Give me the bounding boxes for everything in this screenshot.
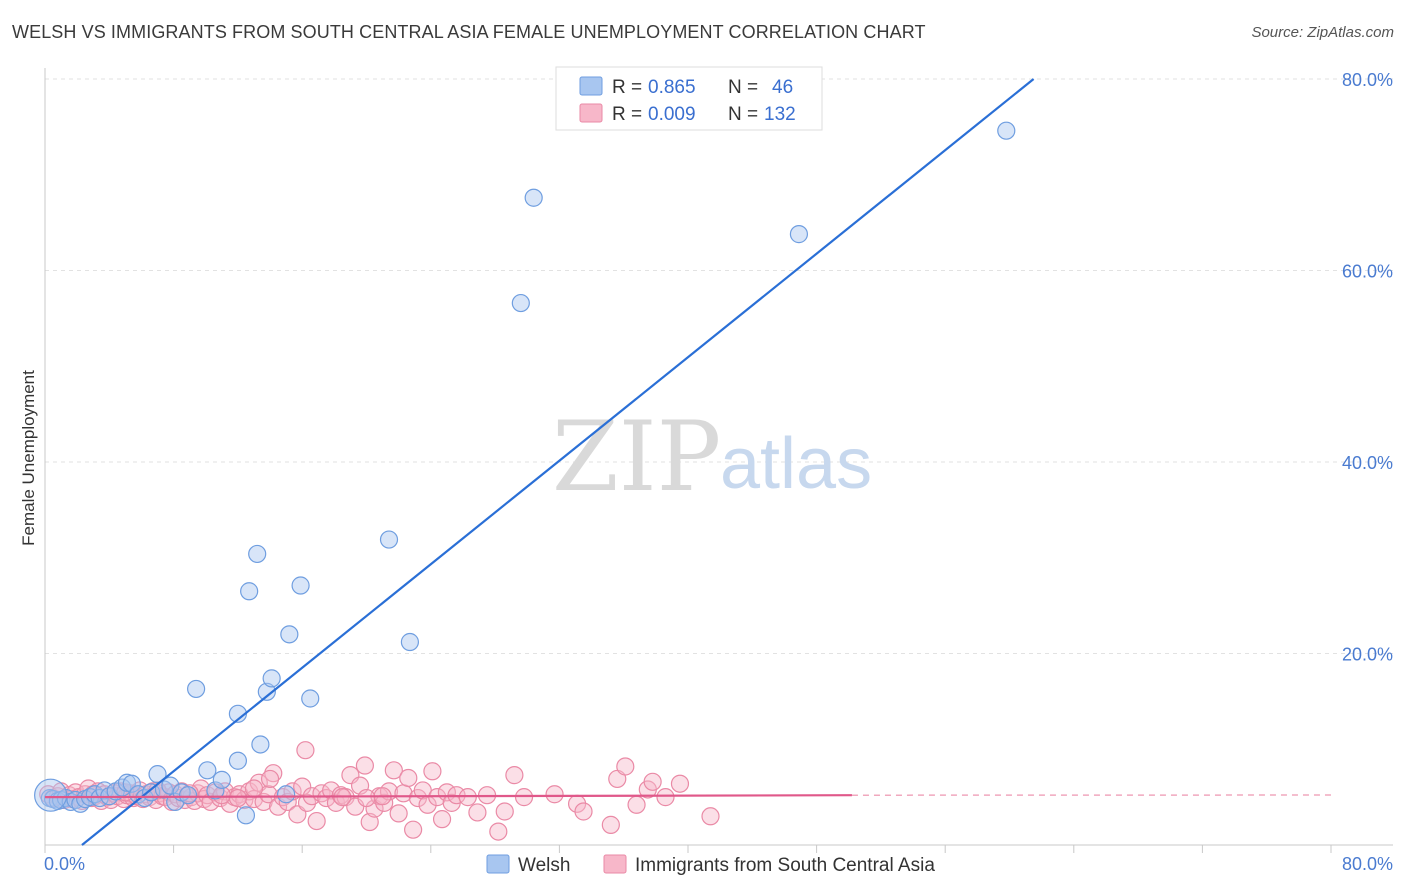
- immigrants-point-91: [404, 820, 423, 839]
- welsh-point-45: [511, 293, 530, 313]
- immigrants-point-116: [643, 772, 662, 791]
- immigrants-point-62: [264, 764, 283, 783]
- immigrants-point-104: [489, 822, 508, 841]
- immigrants-point-111: [601, 815, 620, 834]
- welsh-point-28: [198, 761, 217, 780]
- immigrants-point-68: [293, 777, 312, 796]
- y-tick-label-1: 40.0%: [1342, 453, 1393, 473]
- welsh-point-33: [251, 735, 270, 754]
- series-welsh-points: [34, 121, 1016, 825]
- y-tick-label-3: 80.0%: [1342, 70, 1393, 90]
- legend-bottom: Welsh Immigrants from South Central Asia: [486, 854, 935, 876]
- legend-n-label-immigrants: N =: [728, 104, 758, 125]
- welsh-point-47: [789, 225, 809, 244]
- immigrants-point-97: [432, 810, 452, 829]
- y-tick-labels: 20.0% 40.0% 60.0% 80.0%: [1342, 70, 1393, 665]
- immigrants-point-118: [670, 774, 690, 793]
- welsh-trend-line: [81, 78, 1035, 846]
- immigrants-point-122: [244, 779, 264, 798]
- immigrants-point-85: [375, 793, 394, 812]
- welsh-point-41: [277, 785, 296, 804]
- welsh-point-44: [400, 632, 420, 652]
- immigrants-point-81: [355, 756, 374, 775]
- immigrants-trend-line: [44, 794, 852, 799]
- welsh-point-31: [228, 751, 247, 770]
- welsh-point-39: [291, 576, 310, 595]
- trend-lines: [44, 78, 1332, 846]
- legend-n-value-welsh: 46: [772, 77, 793, 98]
- axes: [44, 68, 1393, 853]
- watermark-atlas: atlas: [720, 424, 872, 504]
- welsh-point-23: [161, 776, 180, 795]
- immigrants-point-114: [627, 795, 646, 814]
- immigrants-point-88: [389, 804, 408, 823]
- immigrants-point-105: [495, 802, 514, 821]
- welsh-point-32: [236, 806, 256, 825]
- immigrants-point-82: [360, 812, 379, 832]
- welsh-point-17: [122, 774, 141, 793]
- welsh-point-38: [280, 625, 299, 644]
- welsh-cluster-point: [34, 778, 68, 812]
- grid-lines: [45, 78, 1393, 654]
- welsh-point-34: [257, 682, 276, 701]
- x-tick-min: 0.0%: [44, 854, 85, 874]
- legend-swatch-welsh: [579, 76, 603, 96]
- immigrants-point-121: [260, 769, 280, 789]
- chart-title: WELSH VS IMMIGRANTS FROM SOUTH CENTRAL A…: [12, 22, 926, 42]
- legend-r-label-welsh: R =: [612, 77, 642, 98]
- y-tick-label-0: 20.0%: [1342, 645, 1393, 665]
- welsh-point-30: [212, 770, 231, 789]
- welsh-point-43: [379, 530, 399, 549]
- x-tick-max: 80.0%: [1342, 854, 1393, 874]
- welsh-point-27: [187, 679, 206, 699]
- immigrants-point-71: [307, 811, 326, 831]
- immigrants-point-131: [228, 788, 247, 808]
- legend-r-value-welsh: 0.865: [648, 77, 696, 98]
- watermark: ZIP atlas: [552, 401, 872, 513]
- welsh-point-40: [301, 689, 320, 708]
- bottom-legend-swatch-welsh: [486, 854, 510, 874]
- legend-r-label-immigrants: R =: [612, 104, 642, 125]
- immigrants-point-106: [505, 766, 524, 785]
- immigrants-point-110: [574, 802, 593, 821]
- y-axis-label: Female Unemployment: [19, 370, 38, 546]
- immigrants-point-120: [296, 741, 315, 760]
- welsh-point-35: [262, 669, 281, 688]
- legend-n-label-welsh: N =: [728, 77, 758, 98]
- welsh-point-42: [248, 544, 267, 564]
- legend-swatch-immigrants: [579, 103, 603, 123]
- legend-r-value-immigrants: 0.009: [648, 104, 696, 125]
- bottom-legend-label-immigrants: Immigrants from South Central Asia: [635, 855, 935, 876]
- watermark-zip: ZIP: [552, 401, 721, 513]
- immigrants-point-117: [656, 788, 675, 807]
- welsh-point-46: [524, 188, 543, 207]
- source-credit: Source: ZipAtlas.com: [1251, 24, 1394, 41]
- immigrants-point-95: [423, 762, 442, 781]
- immigrants-point-107: [514, 788, 534, 807]
- welsh-point-26: [178, 786, 198, 805]
- immigrants-point-90: [399, 768, 418, 788]
- immigrants-point-87: [384, 761, 403, 780]
- bottom-legend-swatch-immigrants: [603, 854, 627, 874]
- immigrants-point-102: [468, 803, 487, 822]
- welsh-point-37: [240, 582, 259, 601]
- legend-top: R = 0.865 N = 46 R = 0.009 N = 132: [555, 66, 823, 131]
- legend-n-value-immigrants: 132: [764, 104, 796, 125]
- immigrants-point-119: [701, 807, 720, 826]
- y-tick-label-2: 60.0%: [1342, 262, 1393, 282]
- welsh-point-21: [148, 765, 167, 784]
- immigrants-point-65: [278, 792, 297, 812]
- welsh-point-29: [206, 781, 225, 800]
- welsh-point-48: [997, 121, 1016, 140]
- immigrants-point-124: [357, 788, 376, 808]
- immigrants-point-108: [545, 785, 564, 804]
- bottom-legend-label-welsh: Welsh: [518, 855, 570, 876]
- immigrants-point-113: [616, 757, 635, 776]
